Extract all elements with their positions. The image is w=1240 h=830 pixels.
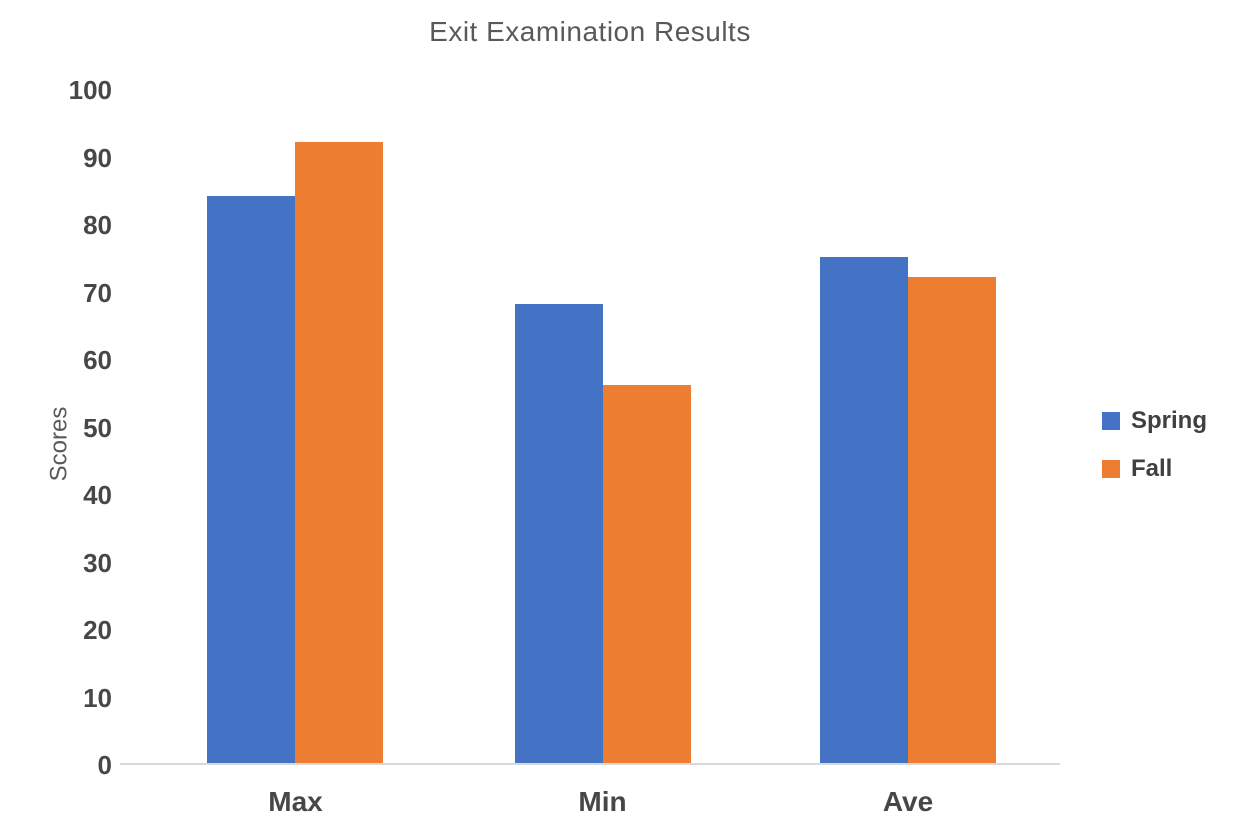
legend-item-spring: Spring bbox=[1102, 407, 1207, 434]
legend-swatch-icon bbox=[1102, 412, 1120, 430]
x-category-label: Max bbox=[268, 786, 323, 817]
y-tick-label: 70 bbox=[83, 277, 112, 308]
legend: Spring Fall bbox=[1102, 407, 1207, 504]
bar-spring-max bbox=[207, 196, 296, 763]
bar-fall-min bbox=[602, 385, 691, 763]
y-tick-label: 100 bbox=[68, 75, 112, 105]
y-tick-label: 60 bbox=[83, 345, 112, 375]
y-tick-label: 90 bbox=[83, 142, 112, 173]
y-tick-label: 10 bbox=[83, 682, 112, 713]
y-tick-label: 40 bbox=[83, 480, 112, 510]
x-category-label: Min bbox=[578, 786, 627, 817]
bar-fall-ave bbox=[908, 277, 996, 763]
plot-area bbox=[120, 90, 1060, 765]
bar-spring-ave bbox=[820, 256, 908, 763]
chart-title: Exit Examination Results bbox=[429, 16, 751, 47]
x-category-label: Ave bbox=[882, 786, 934, 817]
bar-spring-min bbox=[514, 304, 603, 763]
bar-fall-max bbox=[295, 142, 384, 763]
y-axis-ticks: 0 10 20 30 40 50 60 70 80 90 100 bbox=[20, 75, 112, 780]
legend-label: Spring bbox=[1131, 407, 1207, 434]
y-tick-label: 30 bbox=[83, 547, 112, 578]
legend-label: Fall bbox=[1131, 455, 1173, 482]
x-axis-labels: Max Min Ave bbox=[120, 786, 1060, 822]
y-tick-label: 0 bbox=[97, 750, 112, 780]
legend-item-fall: Fall bbox=[1102, 455, 1207, 482]
legend-swatch-icon bbox=[1102, 460, 1120, 478]
y-tick-label: 20 bbox=[83, 615, 112, 645]
y-tick-label: 50 bbox=[83, 412, 112, 443]
y-tick-label: 80 bbox=[83, 210, 112, 240]
